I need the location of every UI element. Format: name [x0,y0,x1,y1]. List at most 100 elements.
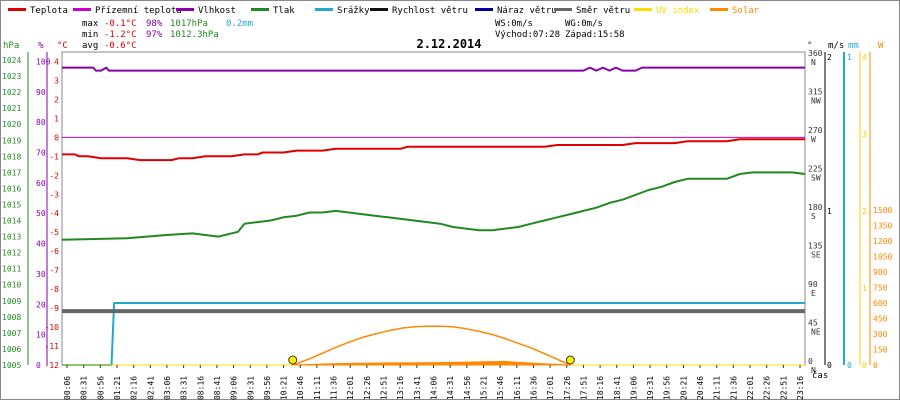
legend-swatch [251,8,269,11]
legend-swatch [554,8,572,11]
legend-label: UV index [656,6,700,16]
tick-degc: -5 [49,228,59,237]
x-tick-label: 01:21 [113,376,122,400]
tick-wm2: 0 [873,361,878,370]
legend-label: Vlhkost [198,6,236,16]
legend-swatch [710,8,728,11]
axis-unit-mm: mm [848,41,859,51]
stats-panel: max -0.1°C 98% 1017hPa 0.2mm min -1.2°C 97% 1012… [82,19,625,51]
legend-item-4: Srážky [315,6,370,16]
tick-uv: 3 [862,130,867,139]
tick-dir-compass: SW [811,174,821,183]
legend-item-5: Rychlost větru [370,6,468,16]
tick-degc: 3 [54,76,59,85]
x-tick-label: 15:21 [479,376,488,400]
tick-pct: 70 [36,149,46,158]
legend-swatch [73,8,91,11]
tick-hpa: 1023 [2,72,21,81]
tick-dir-compass: SE [811,251,821,260]
tick-degc: 1 [54,114,59,123]
tick-pct: 60 [36,179,46,188]
tick-degc: -6 [49,247,59,256]
x-tick-label: 13:16 [396,376,405,400]
x-tick-label: 20:21 [679,376,688,400]
legend-label: Solar [732,6,760,16]
legend-swatch [475,8,493,11]
marker-sunrise [288,355,298,365]
tick-degc: -2 [49,171,59,180]
tick-mm: 1 [847,53,852,62]
x-tick-label: 10:21 [280,376,289,400]
tick-dir-compass: NE [811,328,821,337]
legend: Teplota Přízemní teplota Vlhkost Tlak Srážky… [8,6,760,16]
tick-pct: 40 [36,240,46,249]
legend-label: Směr větru [576,6,630,16]
stat-min-press: 1012.3hPa [170,30,219,40]
x-tick-label: 12:26 [363,376,372,400]
tick-dir-value: 270 [808,126,823,135]
stat-min-label: min [82,30,98,40]
legend-label: Náraz větru [497,6,557,16]
tick-wm2: 1350 [873,222,892,231]
x-tick-label: 19:31 [646,376,655,400]
x-tick-label: 16:11 [513,376,522,400]
tick-mm: 0 [847,361,852,370]
tick-dir-value: 315 [808,88,823,97]
tick-hpa: 1006 [2,345,21,354]
tick-hpa: 1009 [2,297,21,306]
tick-wm2: 150 [873,346,888,355]
tick-dir-compass: NW [811,97,821,106]
tick-uv: 4 [862,53,867,62]
x-tick-label: 11:36 [330,376,339,400]
tick-hpa: 1021 [2,104,21,113]
tick-degc: -11 [45,342,60,351]
marker-sunset [565,355,575,365]
axis-unit-hpa: hPa [3,41,19,51]
tick-pct: 90 [36,88,46,97]
tick-wm2: 300 [873,330,888,339]
legend-item-1: Přízemní teplota [73,6,182,16]
tick-uv: 2 [862,207,867,216]
tick-hpa: 1017 [2,168,21,177]
tick-ms: 1 [827,207,832,216]
stat-max-rain: 0.2mm [226,19,253,29]
tick-degc: -12 [45,361,60,370]
tick-hpa: 1012 [2,249,21,258]
x-tick-label: 03:06 [163,376,172,400]
x-tick-label: 12:51 [380,376,389,400]
stat-max-label: max [82,19,99,29]
tick-wm2: 1200 [873,237,892,246]
x-tick-label: 17:01 [546,376,555,400]
x-tick-label: 19:06 [629,376,638,400]
right-axes: ° m/s mm W0N45NE90E135SE180S225SW270W315NW3… [807,41,892,375]
chart-title: 2.12.2014 [416,37,481,51]
tick-dir-value: 225 [808,165,823,174]
tick-hpa: 1005 [2,361,21,370]
tick-pct: 30 [36,270,46,279]
x-tick-label: 19:56 [663,376,672,400]
axis-unit-dir: ° [807,41,812,51]
x-tick-label: 22:51 [779,376,788,400]
x-axis-label: čas [812,370,828,381]
x-tick-label: 00:31 [80,376,89,400]
tick-wm2: 600 [873,299,888,308]
tick-dir-value: 180 [808,203,823,212]
tick-hpa: 1013 [2,233,21,242]
x-tick-label: 08:16 [196,376,205,400]
tick-ms: 2 [827,53,832,62]
legend-swatch [315,8,333,11]
stat-avg-label: avg [82,41,98,51]
tick-pct: 50 [36,209,46,218]
tick-wm2: 1500 [873,206,892,215]
left-axes: hPa% °C1005100610071008100910101011101210… [2,41,68,370]
tick-pct: 100 [36,57,51,66]
tick-hpa: 1008 [2,313,21,322]
x-tick-label: 00:56 [96,376,105,400]
tick-hpa: 1007 [2,329,21,338]
tick-hpa: 1019 [2,136,21,145]
tick-dir-compass: E [811,289,816,298]
tick-degc: -1 [49,152,59,161]
tick-hpa: 1020 [2,120,21,129]
tick-degc: -10 [45,323,60,332]
